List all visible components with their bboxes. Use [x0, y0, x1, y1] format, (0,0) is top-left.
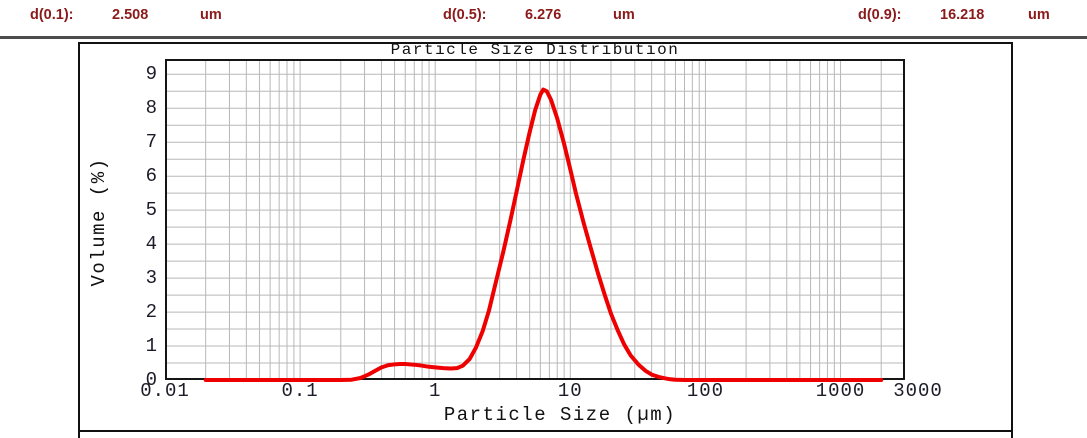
y-tick-label: 1 [145, 335, 158, 358]
y-tick-label: 8 [145, 97, 158, 120]
d10-value: 2.508 [112, 7, 149, 23]
gridlines [165, 59, 905, 380]
d90-label: d(0.9): [858, 7, 902, 23]
x-tick-label: 1 [429, 380, 442, 402]
plot-border [165, 59, 905, 380]
result-header-row: d(0.1): 2.508 um d(0.5): 6.276 um d(0.9)… [0, 7, 1087, 33]
d10-label: d(0.1): [30, 7, 74, 23]
chart-title: Particle Size Distribution [390, 41, 680, 59]
header-separator-line [0, 36, 1087, 39]
x-tick-label: 10 [557, 380, 583, 402]
distribution-curve [203, 87, 884, 382]
y-tick-label: 2 [145, 301, 158, 324]
x-tick-label: 0.1 [281, 380, 319, 402]
y-tick-label: 0 [145, 369, 158, 391]
y-tick-label: 5 [145, 199, 158, 222]
d50-value: 6.276 [525, 7, 562, 23]
y-axis-title: Volume (%) [88, 157, 110, 287]
chart-frame [78, 42, 1013, 438]
plot-area [165, 59, 905, 382]
x-tick-label: 3000 [893, 380, 943, 402]
y-tick-label: 4 [145, 233, 158, 256]
d50-unit: um [613, 7, 635, 23]
x-axis-title: Particle Size (µm) [443, 404, 677, 426]
d10-unit: um [200, 7, 222, 23]
d90-unit: um [1028, 7, 1050, 23]
d90-value: 16.218 [940, 7, 985, 23]
y-tick-label: 3 [145, 267, 158, 290]
y-tick-label: 6 [145, 165, 158, 188]
d50-label: d(0.5): [443, 7, 487, 23]
chart-frame-bottom-line [78, 430, 1013, 432]
y-tick-label: 9 [145, 63, 158, 86]
y-tick-label: 7 [145, 131, 158, 154]
x-tick-label: 100 [686, 380, 725, 402]
x-tick-label: 0.01 [140, 380, 190, 402]
x-tick-label: 1000 [815, 380, 866, 402]
